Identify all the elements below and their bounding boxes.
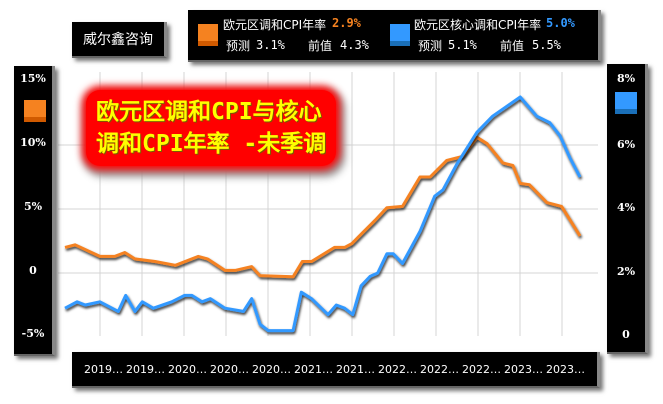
forecast-label: 预测 [226,39,251,53]
right-axis: 8% 6% 4% 2% 0 [607,64,648,354]
right-tick: 0 [622,328,630,341]
left-tick: 0 [29,264,37,277]
x-tick-label: 2019… [84,363,123,376]
previous-label: 前值 [308,39,333,53]
left-tick: -5% [21,327,45,340]
x-tick-label: 2021… [294,363,333,376]
previous-value: 4.3% [340,38,369,52]
legend-value: 2.9% [332,16,361,30]
legend-value: 5.0% [546,16,575,30]
brand-text: 威尔鑫咨询 [83,32,153,48]
x-axis: 2019… 2019… 2020… 2020… 2020… 2021… 2021… 2022…… [72,352,600,388]
x-tick-label: 2021… [336,363,375,376]
legend: 欧元区调和CPI年率 2.9% 预测 3.1% 前值 4.3% 欧元区核心调和C… [188,10,601,62]
right-tick: 6% [616,138,636,151]
legend-name: 欧元区调和CPI年率 [223,18,327,32]
title-line-2: 调和CPI年率 -未季调 [96,131,327,157]
x-tick-label: 2023… [546,363,585,376]
brand-label: 威尔鑫咨询 [72,22,167,58]
orange-swatch-icon [198,24,218,46]
blue-series-icon [615,92,637,114]
x-tick-label: 2020… [168,363,207,376]
right-tick: 4% [616,201,636,214]
x-tick-label: 2019… [126,363,165,376]
chart-title: 欧元区调和CPI与核心 调和CPI年率 -未季调 [86,90,337,166]
forecast-value: 3.1% [256,38,285,52]
right-tick: 8% [616,72,636,85]
left-tick: 10% [20,136,46,149]
right-tick: 2% [616,265,636,278]
previous-label: 前值 [500,39,525,53]
x-tick-label: 2022… [378,363,417,376]
headline-cpi-line [64,135,582,279]
x-tick-label: 2020… [210,363,249,376]
left-tick: 15% [20,72,46,85]
left-tick: 5% [23,200,43,213]
orange-series-icon [24,100,46,122]
x-tick-label: 2022… [462,363,501,376]
forecast-value: 5.1% [448,38,477,52]
left-axis: 15% 10% 5% 0 -5% [14,66,55,356]
blue-swatch-icon [390,24,410,46]
title-line-1: 欧元区调和CPI与核心 [96,99,322,125]
x-tick-label: 2022… [420,363,459,376]
core-cpi-line [64,95,582,333]
forecast-label: 预测 [418,39,443,53]
legend-name: 欧元区核心调和CPI年率 [414,18,542,32]
x-tick-label: 2020… [252,363,291,376]
previous-value: 5.5% [532,38,561,52]
x-tick-label: 2023… [504,363,543,376]
